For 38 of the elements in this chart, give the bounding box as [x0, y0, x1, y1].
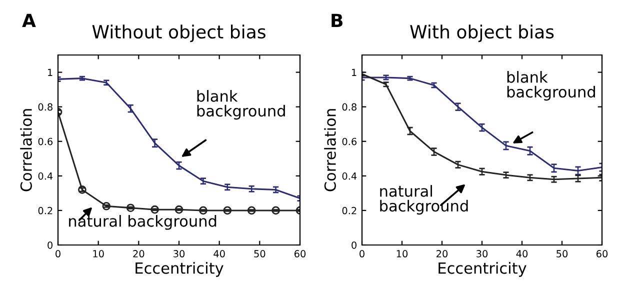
annotation: natural background	[69, 215, 216, 230]
x-tick-label: 50	[556, 250, 568, 258]
x-tick-label: 30	[476, 250, 488, 258]
y-tick-label: 0.6	[38, 138, 53, 146]
y-tick-label: 0.8	[38, 103, 52, 111]
x-tick-label: 50	[254, 250, 266, 258]
x-tick-label: 0	[360, 250, 364, 258]
annotation: blank background	[197, 90, 285, 120]
y-tick-label: 0.4	[342, 172, 357, 180]
annotation: blank background	[507, 71, 595, 101]
x-tick-label: 40	[214, 250, 225, 258]
y-tick-label: 0	[48, 241, 52, 249]
y-tick-label: 0.6	[342, 138, 357, 146]
x-tick-label: 60	[294, 250, 306, 258]
x-tick-label: 60	[596, 250, 608, 258]
annotation: natural background	[380, 185, 468, 215]
x-tick-label: 20	[133, 250, 144, 258]
x-tick-label: 40	[516, 250, 528, 258]
chart-title: Without object bias	[92, 24, 266, 42]
y-tick-label: 0	[352, 241, 356, 249]
y-axis-title: Correlation	[324, 109, 336, 192]
x-tick-label: 10	[93, 250, 104, 258]
x-tick-label: 20	[436, 250, 448, 258]
x-axis-title: Eccentricity	[136, 262, 224, 277]
y-tick-label: 0.2	[38, 206, 52, 214]
x-axis-title: Eccentricity	[438, 262, 526, 277]
x-tick-label: 30	[174, 250, 185, 258]
text: A	[22, 14, 36, 27]
text: B	[332, 14, 342, 27]
y-tick-label: 0.8	[342, 103, 356, 111]
y-axis-title: Correlation	[20, 109, 32, 192]
chart-title: With object bias	[410, 24, 554, 42]
y-tick-label: 0.4	[38, 172, 53, 180]
y-tick-label: 1	[352, 68, 356, 76]
y-tick-label: 0.2	[342, 206, 356, 214]
x-tick-label: 10	[396, 250, 408, 258]
y-tick-label: 1	[48, 68, 52, 76]
x-tick-label: 0	[56, 250, 60, 258]
